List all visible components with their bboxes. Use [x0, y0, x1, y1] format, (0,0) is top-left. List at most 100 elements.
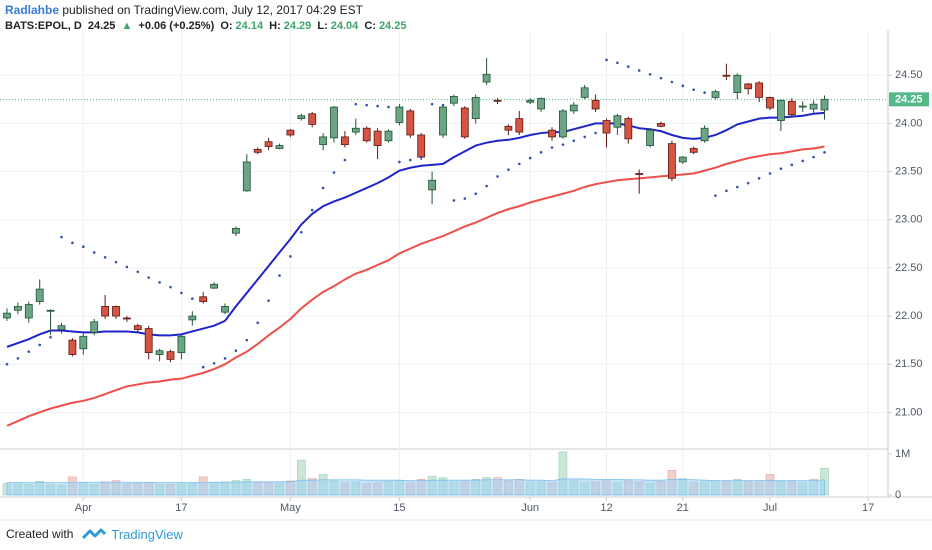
sar-dot: [409, 158, 412, 162]
candle-body: [700, 127, 709, 142]
candle-body: [112, 306, 120, 317]
candle-body: [591, 99, 600, 110]
candle-body: [362, 127, 371, 142]
candle-body: [133, 325, 142, 330]
candle-body: [373, 130, 382, 146]
y-tick-label: 23.50: [895, 165, 923, 177]
sar-dot: [60, 235, 63, 239]
candle-body: [526, 99, 535, 103]
candle-body: [68, 339, 77, 355]
sar-dot: [82, 245, 85, 249]
candle-body: [155, 350, 164, 355]
candle-body: [678, 156, 687, 163]
candle-body: [798, 105, 807, 108]
y-tick-label: 21.00: [895, 406, 923, 418]
candle-body: [515, 118, 524, 133]
sar-dot: [572, 139, 576, 143]
candle-body: [275, 145, 284, 149]
candle-body: [449, 96, 458, 104]
candle-body: [395, 106, 404, 123]
low-label: L:: [317, 20, 328, 32]
candle-body: [166, 351, 175, 360]
sar-dot: [114, 260, 118, 264]
volume-tick-label: 1M: [895, 448, 910, 460]
candle-body: [548, 129, 556, 138]
candle-body: [559, 110, 567, 138]
candle-body: [46, 309, 55, 312]
x-tick-label: Jun: [521, 502, 539, 514]
sar-dot: [158, 281, 161, 284]
y-tick-label: 21.50: [895, 358, 923, 370]
candle-body: [253, 149, 262, 153]
sar-dot: [528, 156, 532, 160]
symbol-line: BATS:EPOL, D 24.25 ▲ +0.06 (+0.25%) O: 24…: [5, 20, 409, 32]
candle-body: [504, 125, 513, 131]
x-tick-label: Apr: [75, 502, 92, 514]
sar-dot: [539, 151, 543, 154]
sar-dot: [648, 73, 652, 76]
candle-body: [646, 129, 654, 146]
sar-dot: [746, 181, 750, 185]
sar-dot: [245, 338, 249, 342]
candle-body: [123, 317, 131, 320]
sar-dot: [16, 357, 20, 360]
sar-dot: [201, 365, 205, 369]
sar-dot: [637, 69, 641, 72]
candle-body: [406, 110, 415, 136]
candle-body: [766, 97, 774, 109]
candle-body: [319, 136, 328, 146]
candle-body: [820, 98, 829, 111]
sar-dot: [27, 350, 31, 353]
sar-dot: [605, 58, 608, 62]
plot: 21.00 21.50 22.00 22.50 23.00 23.50 24.00 24.50…: [0, 30, 929, 514]
sar-dot: [485, 184, 488, 188]
published: published on TradingView.com, July 12, 2…: [62, 3, 363, 17]
candle-body: [384, 130, 393, 142]
candle-body: [177, 335, 186, 354]
moving-average: [6, 111, 825, 348]
x-tick-label: 15: [393, 502, 405, 514]
y-tick-label: 22.50: [895, 262, 923, 274]
x-tick-label: 12: [600, 502, 612, 514]
sar-dot: [256, 321, 260, 325]
sar-dot: [321, 186, 325, 190]
sar-dot: [332, 171, 336, 174]
sar-dot: [223, 357, 227, 360]
x-tick-label: 17: [175, 502, 187, 514]
candle-body: [428, 179, 437, 191]
candle-body: [199, 296, 208, 303]
arrow: ▲: [121, 20, 133, 32]
sar-dot: [430, 102, 434, 106]
sar-dot: [627, 65, 630, 68]
sar-dot: [518, 162, 521, 166]
candle-body: [471, 97, 480, 120]
candle-body: [221, 306, 229, 313]
candle-body: [744, 83, 753, 90]
sar-dot: [212, 361, 216, 365]
symbol: BATS:EPOL, D: [5, 20, 82, 32]
logo-mark: [82, 528, 107, 540]
candle-body: [624, 118, 633, 140]
candle-body: [602, 120, 611, 134]
sar-dot: [714, 194, 717, 197]
candle-body: [210, 283, 219, 289]
sar-dot: [823, 151, 826, 154]
candle-body: [537, 97, 545, 110]
x-tick-label: 17: [862, 502, 874, 514]
sar-dot: [659, 76, 663, 80]
candle-body: [755, 82, 763, 98]
sar-dot: [310, 208, 314, 212]
candle-body: [711, 91, 720, 98]
candle-body: [460, 107, 469, 138]
sar-dot: [103, 255, 107, 259]
candle-body: [144, 328, 153, 354]
candle-body: [330, 106, 338, 139]
sar-dot: [561, 143, 565, 146]
sar-dot: [616, 61, 619, 65]
candle-body: [297, 115, 306, 120]
volume-ma-area: [6, 478, 825, 496]
sar-dot: [725, 189, 728, 193]
candle-body: [580, 87, 589, 98]
sar-dot: [365, 103, 369, 107]
sar-dot: [387, 105, 390, 109]
